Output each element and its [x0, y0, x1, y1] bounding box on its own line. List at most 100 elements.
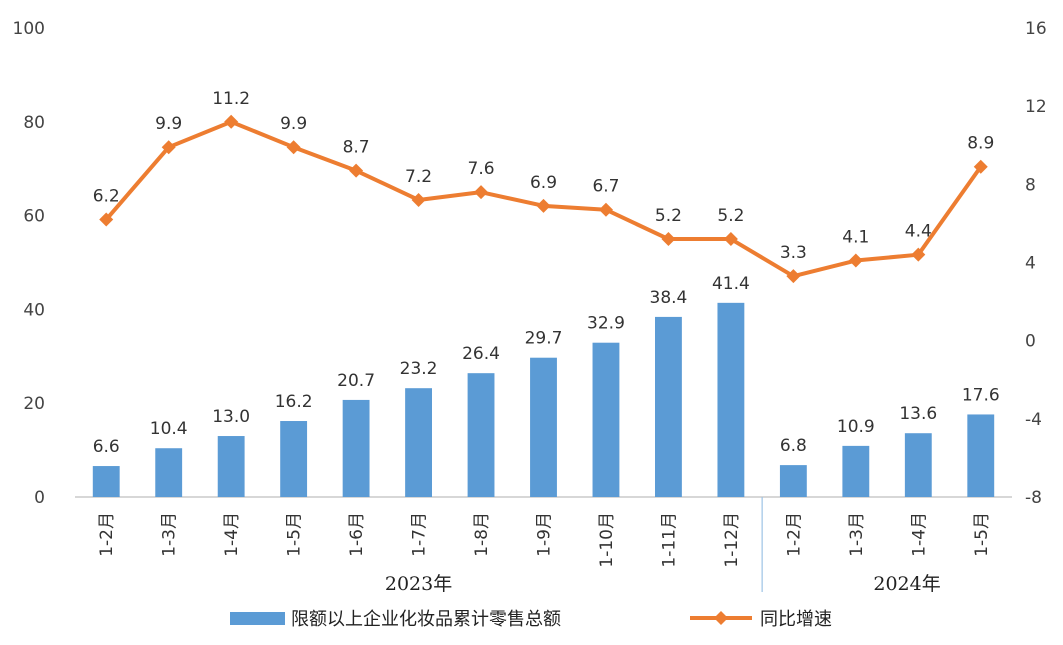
bar	[530, 357, 557, 497]
bar-value-label: 32.9	[587, 314, 625, 334]
bar	[967, 414, 995, 497]
line-marker	[848, 253, 863, 268]
bar-value-label: 10.4	[150, 419, 188, 439]
year-label: 2024年	[873, 573, 940, 595]
line-value-label: 6.7	[592, 177, 619, 197]
bar	[904, 433, 932, 497]
year-group-labels: 2023年 2024年	[385, 573, 941, 595]
legend-line-label: 同比增速	[760, 609, 832, 630]
line-data-labels: 6.2 9.9 11.2 9.9 8.7 7.2 7.6 6.9 6.7 5.2 5.2 3.3 4.1…	[93, 89, 995, 263]
line-marker	[661, 232, 676, 247]
bar	[405, 388, 432, 497]
bar	[467, 373, 495, 497]
line-series	[99, 114, 988, 284]
category-label: 1-3月	[160, 512, 180, 557]
bar-value-label: 10.9	[837, 417, 875, 437]
right-tick-label: 8	[1025, 175, 1036, 195]
right-axis-ticks: -8 -4 0 4 8 12 16	[1025, 19, 1047, 508]
year-label: 2023年	[385, 573, 452, 595]
bar	[842, 445, 870, 497]
legend: 限额以上企业化妆品累计零售总额 同比增速	[230, 609, 832, 630]
bar-data-labels: 6.6 10.4 13.0 16.2 20.7 23.2 26.4 29.7 32.9 38.4 4…	[93, 274, 1000, 457]
category-label: 1-4月	[909, 512, 929, 557]
bar	[155, 448, 183, 497]
right-tick-label: -4	[1025, 410, 1042, 430]
bar-value-label: 41.4	[712, 274, 750, 294]
left-axis-ticks: 0 20 40 60 80 100	[13, 19, 45, 508]
category-label: 1-12月	[722, 512, 742, 568]
legend-bar-swatch	[230, 612, 285, 625]
bar	[92, 466, 120, 497]
bar-value-label: 23.2	[400, 359, 438, 379]
bar-series	[92, 302, 995, 497]
bar	[655, 316, 682, 497]
bar-value-label: 16.2	[275, 392, 313, 412]
category-label: 1-5月	[972, 512, 992, 557]
category-label: 1-10月	[597, 512, 617, 568]
category-label: 1-11月	[659, 512, 679, 568]
line-value-label: 5.2	[717, 206, 744, 226]
left-tick-label: 0	[34, 488, 45, 508]
right-tick-label: 12	[1025, 97, 1047, 117]
legend-line-marker	[714, 611, 728, 625]
line-marker	[598, 202, 613, 217]
bar	[779, 465, 807, 497]
category-label: 1-4月	[222, 512, 242, 557]
left-tick-label: 100	[13, 19, 45, 39]
right-tick-label: 16	[1025, 19, 1047, 39]
line-marker	[286, 140, 301, 155]
line-value-label: 6.2	[93, 187, 120, 207]
bar	[280, 421, 308, 497]
category-label: 1-2月	[97, 512, 117, 557]
category-label: 1-6月	[347, 512, 367, 557]
category-label: 1-2月	[784, 512, 804, 557]
right-tick-label: 0	[1025, 332, 1036, 352]
bar-value-label: 20.7	[337, 371, 375, 391]
line-marker	[161, 140, 176, 155]
bar	[217, 436, 245, 497]
line-marker	[99, 212, 114, 227]
line-marker	[973, 159, 988, 174]
line-value-label: 5.2	[655, 206, 682, 226]
bar-value-label: 26.4	[462, 344, 500, 364]
line-value-label: 11.2	[212, 89, 250, 109]
bar-value-label: 6.8	[780, 436, 807, 456]
bar	[717, 302, 745, 497]
left-tick-label: 60	[23, 207, 45, 227]
line-marker	[474, 185, 489, 200]
right-tick-label: 4	[1025, 254, 1036, 274]
line-marker	[224, 114, 239, 129]
category-label: 1-3月	[847, 512, 867, 557]
line-value-label: 4.4	[905, 222, 932, 242]
left-tick-label: 80	[23, 113, 45, 133]
line-value-label: 8.7	[343, 138, 370, 158]
line-marker	[349, 163, 364, 178]
bar-value-label: 13.6	[899, 404, 937, 424]
bar-value-label: 38.4	[650, 288, 688, 308]
line-marker	[911, 247, 926, 262]
category-labels: 1-2月 1-3月 1-4月 1-5月 1-6月 1-7月 1-8月 1-9月 1-10月 1-1…	[97, 512, 992, 568]
line-value-label: 7.2	[405, 167, 432, 187]
line-value-label: 4.1	[842, 228, 869, 248]
line-marker	[723, 232, 738, 247]
bar-value-label: 13.0	[212, 407, 250, 427]
line-value-label: 9.9	[280, 114, 307, 134]
category-label: 1-9月	[535, 512, 555, 557]
left-tick-label: 40	[23, 300, 45, 320]
line-value-label: 3.3	[780, 243, 807, 263]
category-label: 1-7月	[410, 512, 430, 557]
bar	[592, 342, 620, 497]
line-value-label: 9.9	[155, 114, 182, 134]
bar-value-label: 17.6	[962, 385, 1000, 405]
bar-value-label: 29.7	[525, 329, 563, 349]
bar-value-label: 6.6	[93, 437, 120, 457]
bar	[342, 399, 370, 497]
line-marker	[411, 192, 426, 207]
category-label: 1-5月	[285, 512, 305, 557]
line-value-label: 6.9	[530, 173, 557, 193]
category-label: 1-8月	[472, 512, 492, 557]
line-value-label: 7.6	[468, 159, 495, 179]
right-tick-label: -8	[1025, 488, 1042, 508]
line-value-label: 8.9	[967, 134, 994, 154]
